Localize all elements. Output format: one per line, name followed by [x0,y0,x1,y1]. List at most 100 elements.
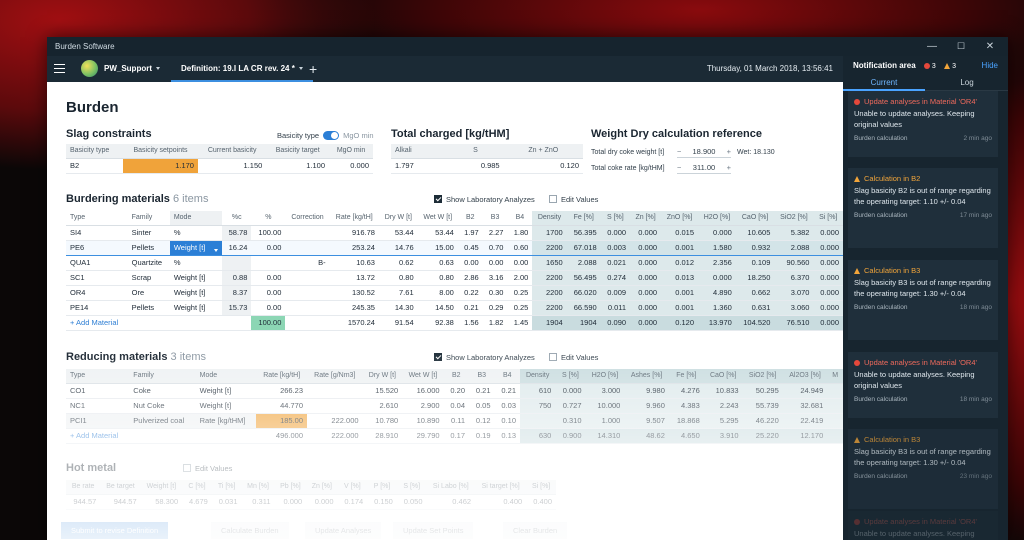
add-material-link[interactable]: + Add Material [66,315,128,331]
checkbox-checked-icon[interactable] [434,195,442,203]
cell [827,413,843,429]
cell: 0.274 [600,270,631,286]
checkbox-icon[interactable] [549,353,557,361]
plus-icon[interactable]: + [726,163,731,172]
notification-card[interactable]: Update analyses in Material 'OR4' Unable … [848,91,998,157]
header-row: Be rate Be target Weight [t] C [%] Ti [%] Mn … [66,480,556,495]
table-row[interactable]: PE6 Pellets Weight [t] 16.24 0.00 253.24 14.76… [66,239,843,256]
bm-show-lab-checkbox[interactable]: Show Laboratory Analyzes [434,195,535,204]
mode-select[interactable]: % [169,225,223,241]
minus-icon[interactable]: − [677,147,682,156]
coke-weight-value[interactable]: 18.900 [692,147,716,156]
cell: 2.356 [698,255,736,271]
submit-button[interactable]: Submit to revise Definition [61,522,169,539]
tab-definition[interactable]: Definition: 19.I LA CR rev. 24 * [171,56,313,82]
plus-icon[interactable]: + [726,147,731,156]
menu-icon[interactable] [54,64,65,73]
user-menu[interactable]: PW_Support [104,56,160,82]
col-header: B4 [494,369,520,384]
cell: NC1 [66,398,130,414]
notification-card[interactable]: Calculation in B3 Slag basicity B3 is out… [848,260,998,340]
tab-current[interactable]: Current [843,75,925,91]
mode-select[interactable]: Weight [t] [169,300,223,316]
update-analyses-button[interactable]: Update Analyses [305,522,382,539]
total-cell: 0.19 [469,428,495,444]
mode-select[interactable]: Weight [t] [169,285,223,301]
mode-select[interactable]: Weight [t] [195,398,257,414]
hide-button[interactable]: Hide [981,61,998,70]
coke-rate-stepper[interactable]: − 311.00 + [677,162,731,174]
add-material-link[interactable]: + Add Material [66,428,130,444]
calculate-burden-button[interactable]: Calculate Burden [211,522,289,539]
notification-description: Slag basicity B2 is out of range regardi… [854,186,991,206]
mode-select[interactable]: Weight [t] [195,383,257,399]
basicity-toggle[interactable] [323,131,340,140]
maximize-icon[interactable]: ☐ [956,41,966,51]
cell: 100.00 [251,225,286,241]
coke-weight-stepper[interactable]: − 18.900 + [677,146,731,158]
mode-select[interactable]: Weight [t] [169,239,223,256]
table-row[interactable]: NC1 Nut Coke Weight [t] 44.770 2.610 2.900 0.0… [66,398,843,414]
cell: 0.21 [457,300,483,316]
checkbox-icon[interactable] [183,464,191,472]
warning-icon [854,268,860,274]
chevron-down-icon[interactable] [298,67,303,71]
table-row[interactable]: QUA1 Quartzite% B- 10.63 0.62 0.63 0.00 0.00 0.0… [66,255,843,271]
total-cell: 100.00 [251,315,286,331]
col-header: Dry W [t] [378,211,418,226]
notification-card[interactable]: Update analyses in Material 'OR4' Unable … [848,511,998,540]
mode-select[interactable]: Rate [kg/tHM] [195,413,257,429]
col-header: Dry W [t] [362,369,403,384]
mode-select[interactable]: Weight [t] [169,270,223,286]
table-row[interactable]: SI4 Sinter% 58.78 100.00 916.78 53.44 53.44 1.9… [66,225,843,241]
table-row[interactable]: OR4 Ore Weight [t] 8.37 0.00 130.52 7.61 8.00 0.… [66,285,843,301]
cell: Quartzite [127,255,170,271]
hm-edit-values-checkbox[interactable]: Edit Values [183,464,232,473]
col-header: C [%] [182,480,212,495]
total-cell: 13.970 [698,315,736,331]
cell [222,255,252,271]
cell: 0.727 [555,398,586,414]
notification-title-text: Update analyses in Material 'OR4' [864,97,977,106]
checkbox-icon[interactable] [549,195,557,203]
table-row[interactable]: PCI1 Pulverized coal Rate [kg/tHM] 185.00 22… [66,413,843,429]
notification-card[interactable]: Update analyses in Material 'OR4' Unable … [848,352,998,418]
total-cell [827,428,843,444]
table-row[interactable]: SC1 Scrap Weight [t] 0.88 0.00 13.72 0.80 0.80 2… [66,270,843,286]
close-icon[interactable]: ✕ [985,41,995,52]
update-set-points-button[interactable]: Update Set Points [393,522,474,539]
chevron-down-icon[interactable] [214,249,219,252]
cell: 0.00 [482,255,508,271]
tab-log[interactable]: Log [960,78,974,87]
clear-burden-button[interactable]: Clear Burden [503,522,568,539]
cell: 0.400 [475,494,527,510]
total-cell [222,315,252,331]
notification-source: Burden calculation [854,473,908,480]
rm-edit-values-checkbox[interactable]: Edit Values [549,353,598,362]
cell: 0.000 [630,239,662,256]
notification-title: Calculation in B3 [854,266,992,276]
col-header: B4 [507,211,533,226]
avatar[interactable] [81,60,98,77]
bm-edit-values-checkbox[interactable]: Edit Values [549,195,598,204]
notification-title: Calculation in B2 [854,174,992,184]
coke-rate-value[interactable]: 311.00 [692,163,716,172]
col-header: Ashes [%] [624,369,669,384]
minimize-icon[interactable]: — [927,41,937,52]
rm-show-lab-checkbox[interactable]: Show Laboratory Analyzes [434,353,535,362]
notification-card[interactable]: Calculation in B2 Slag basicity B2 is out… [848,168,998,248]
mode-select[interactable]: % [169,255,223,271]
table-row[interactable]: PE14 Pellets Weight [t] 15.73 0.00 245.35 14.3… [66,300,843,316]
add-tab-button[interactable]: + [309,61,318,77]
notification-time: 2 min ago [963,135,992,142]
cell: 66.020 [566,285,601,301]
table-row[interactable]: CO1 Coke Weight [t] 266.23 15.520 16.000 0.20 0… [66,383,843,399]
basicity-setpoint-input[interactable]: 1.170 [123,158,198,174]
notification-card[interactable]: Calculation in B3 Slag basicity B3 is out… [848,429,998,509]
checkbox-checked-icon[interactable] [434,353,442,361]
minus-icon[interactable]: − [677,163,682,172]
col-header: CaO [%] [703,369,743,384]
cell: 0.150 [367,494,397,510]
cell: 0.00 [507,255,533,271]
header-row: Type Family Mode Rate [kg/tH] Rate [g/Nm3] Dr… [66,369,843,384]
